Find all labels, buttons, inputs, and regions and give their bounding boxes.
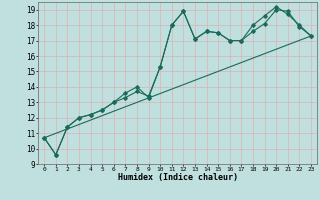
X-axis label: Humidex (Indice chaleur): Humidex (Indice chaleur): [118, 173, 238, 182]
